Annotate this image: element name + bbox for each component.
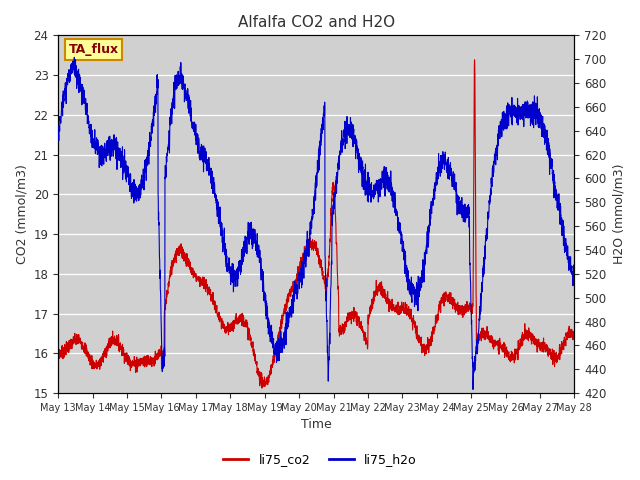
Legend: li75_co2, li75_h2o: li75_co2, li75_h2o xyxy=(218,448,422,471)
Y-axis label: H2O (mmol/m3): H2O (mmol/m3) xyxy=(612,164,625,264)
X-axis label: Time: Time xyxy=(301,419,332,432)
Title: Alfalfa CO2 and H2O: Alfalfa CO2 and H2O xyxy=(237,15,395,30)
Text: TA_flux: TA_flux xyxy=(68,43,119,56)
Y-axis label: CO2 (mmol/m3): CO2 (mmol/m3) xyxy=(15,164,28,264)
